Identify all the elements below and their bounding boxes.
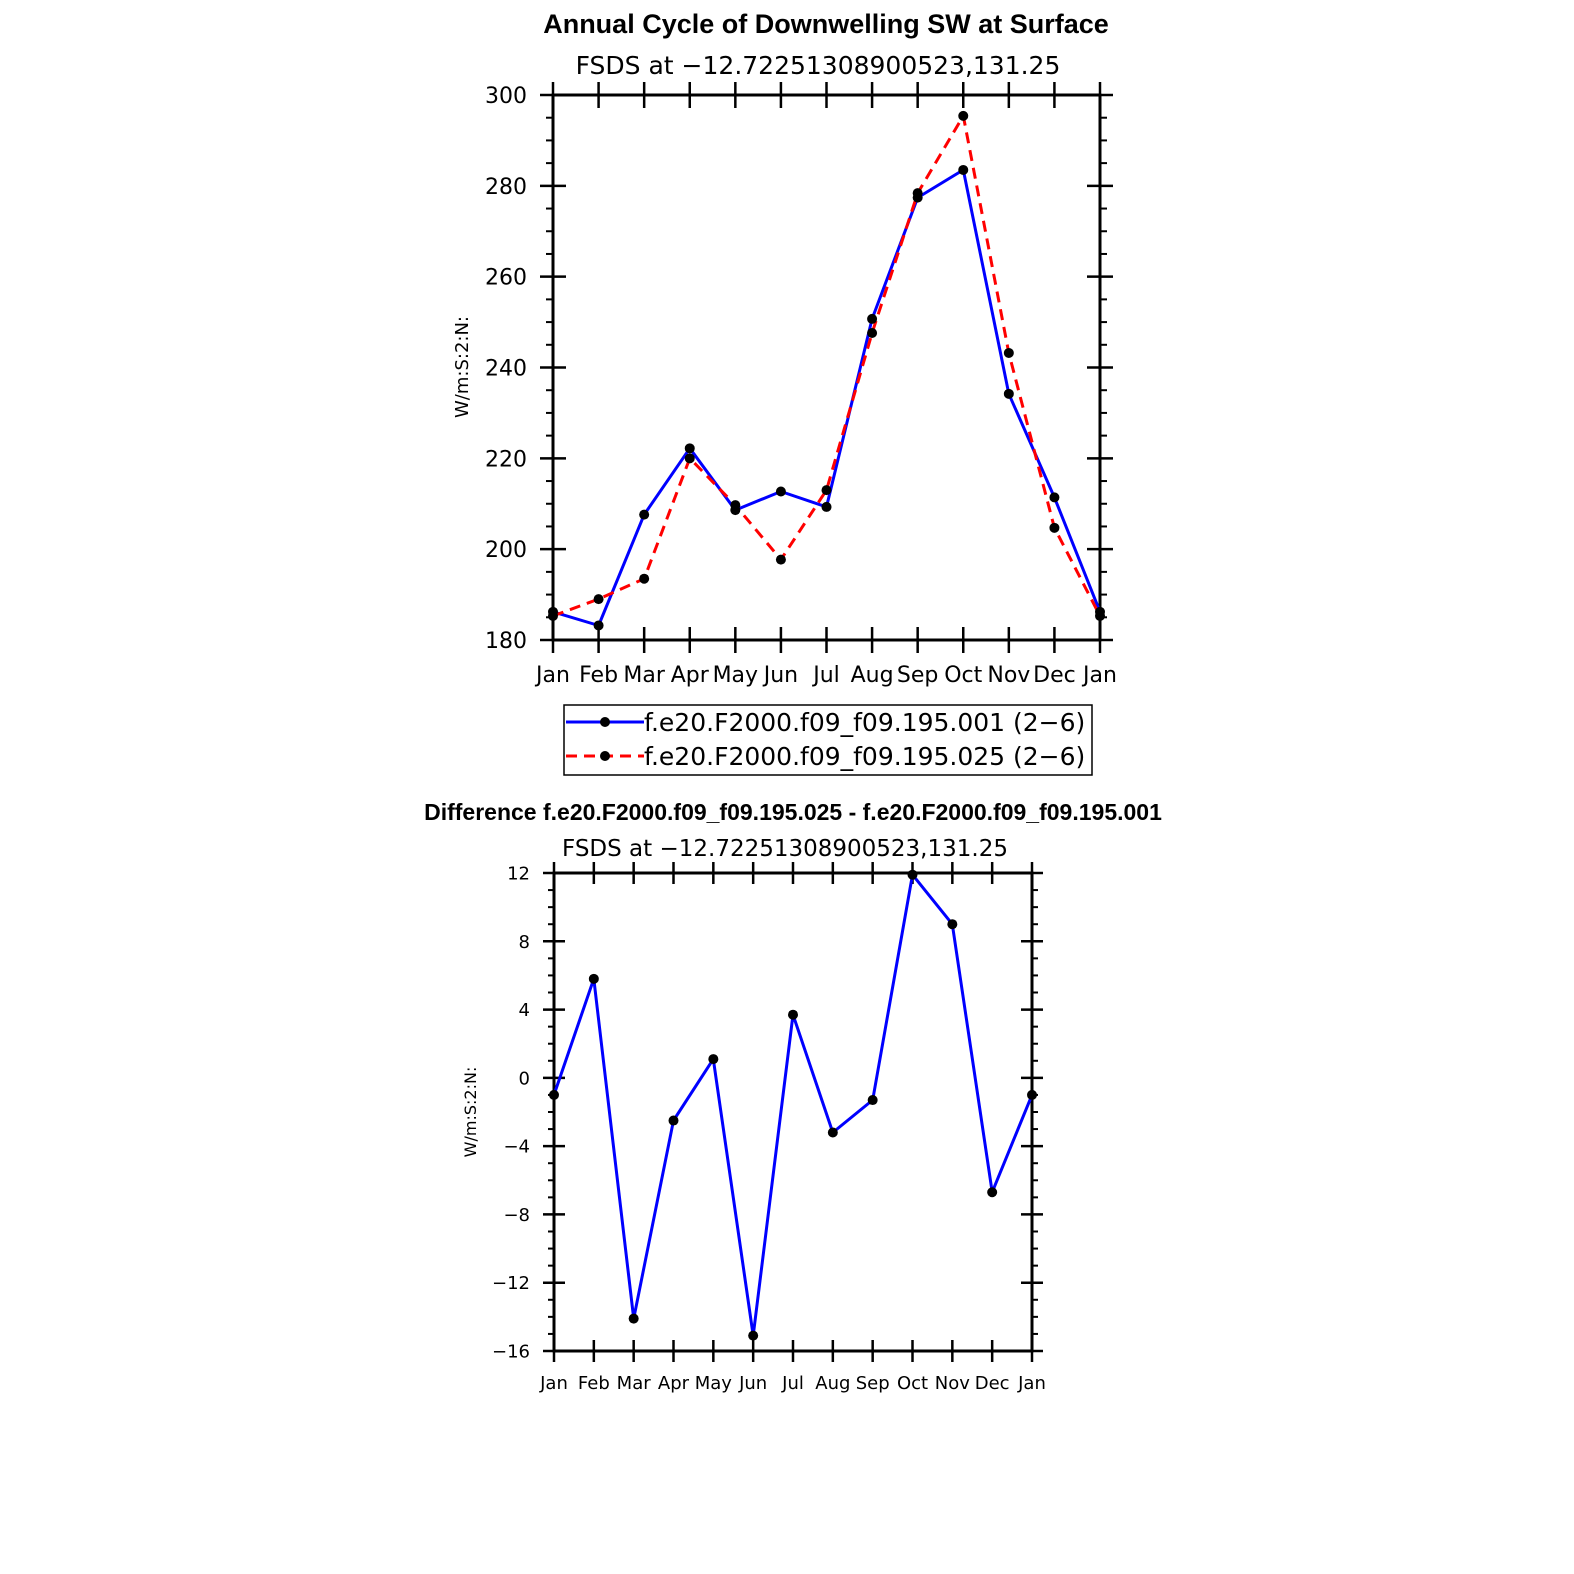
chart-title: Difference f.e20.F2000.f09_f09.195.025 -… <box>424 799 1162 825</box>
x-tick-label: Jan <box>1081 663 1117 688</box>
x-tick-label: Jul <box>781 1373 804 1394</box>
y-tick-label: 280 <box>485 175 527 200</box>
x-tick-label: Apr <box>671 663 710 688</box>
data-point-series-1 <box>628 1313 639 1324</box>
x-tick-label: Dec <box>1033 663 1076 688</box>
x-tick-label: Sep <box>897 663 938 688</box>
legend-box <box>563 704 1093 776</box>
data-point-series-1 <box>1003 388 1014 399</box>
data-point-series-2 <box>548 610 558 621</box>
data-point-series-1 <box>947 919 958 930</box>
data-point-series-2 <box>775 554 786 565</box>
x-tick-label: Jan <box>534 663 570 688</box>
x-tick-label: Jun <box>738 1373 767 1394</box>
data-point-series-1 <box>827 1127 838 1138</box>
legend-label-series-2: f.e20.F2000.f09_f09.195.025 (2−6) <box>644 742 1085 771</box>
plot-area: 180 200 220 240 260 280 300 Jan Feb Mar Apr May Jun J… <box>485 82 1117 688</box>
x-tick-label: Aug <box>815 1373 850 1394</box>
x-tick-label: Mar <box>617 1373 652 1394</box>
data-point-series-1 <box>588 973 599 984</box>
x-tick-label: Sep <box>856 1373 890 1394</box>
data-point-series-1 <box>668 1115 679 1126</box>
x-tick-label: Jan <box>1017 1373 1046 1394</box>
data-point-series-1 <box>1027 1089 1037 1100</box>
data-point-series-1 <box>958 164 969 175</box>
data-point-series-1 <box>708 1054 719 1065</box>
x-tick-label: Jun <box>762 663 798 688</box>
data-point-series-1 <box>907 869 918 880</box>
y-tick-label: −8 <box>503 1205 530 1226</box>
x-tick-label: May <box>713 663 758 688</box>
plot-area: −16 −12 −8 −4 0 4 8 12 Jan Feb Mar Apr May Jun Jul Aug S… <box>492 862 1046 1394</box>
chart-subtitle: FSDS at −12.72251308900523,131.25 <box>562 836 1008 862</box>
data-point-series-2 <box>684 453 695 464</box>
y-tick-label: −4 <box>503 1137 530 1158</box>
data-point-series-2 <box>821 485 832 496</box>
legend-marker-series-1 <box>600 717 610 727</box>
x-tick-label: Jan <box>539 1373 568 1394</box>
x-tick-label: Oct <box>897 1373 928 1394</box>
data-point-series-2 <box>593 594 604 605</box>
data-point-series-2 <box>1003 347 1014 358</box>
y-tick-label: 260 <box>485 266 527 291</box>
data-point-series-2 <box>730 500 741 511</box>
x-tick-label: May <box>695 1373 733 1394</box>
y-tick-label: 200 <box>485 538 527 563</box>
x-tick-label: Jul <box>811 663 840 688</box>
x-tick-label: Mar <box>623 663 665 688</box>
data-point-series-1 <box>775 486 786 497</box>
data-point-series-2 <box>1095 610 1105 621</box>
chart-subtitle: FSDS at −12.72251308900523,131.25 <box>576 51 1061 80</box>
data-point-series-1 <box>1049 492 1060 503</box>
x-tick-label: Apr <box>658 1373 690 1394</box>
y-tick-label: 0 <box>519 1068 530 1089</box>
x-tick-label: Aug <box>851 663 894 688</box>
data-point-series-1 <box>639 509 650 520</box>
difference-chart: Difference f.e20.F2000.f09_f09.195.025 -… <box>424 799 1162 1394</box>
y-tick-label: 180 <box>485 629 527 654</box>
x-tick-label: Nov <box>987 663 1030 688</box>
data-point-series-1 <box>549 1089 559 1100</box>
x-tick-label: Oct <box>944 663 982 688</box>
data-point-series-1 <box>867 313 878 324</box>
y-tick-label: 300 <box>485 84 527 109</box>
legend-label-series-1: f.e20.F2000.f09_f09.195.001 (2−6) <box>644 708 1085 737</box>
data-point-series-2 <box>639 573 650 584</box>
data-point-series-1 <box>821 501 832 512</box>
y-axis-label: W/m:S:2:N: <box>452 316 473 418</box>
y-tick-label: −16 <box>492 1341 530 1362</box>
y-tick-label: 8 <box>519 932 530 953</box>
data-point-series-1 <box>987 1187 998 1198</box>
data-point-series-1 <box>788 1009 798 1020</box>
y-tick-label: 240 <box>485 356 527 381</box>
x-tick-label: Dec <box>975 1373 1010 1394</box>
y-tick-label: 4 <box>519 1000 530 1021</box>
data-point-series-2 <box>867 327 878 338</box>
x-tick-label: Nov <box>935 1373 970 1394</box>
annual-cycle-chart: Annual Cycle of Downwelling SW at Surfac… <box>452 9 1117 776</box>
y-tick-label: −12 <box>492 1273 530 1294</box>
data-point-series-1 <box>593 620 604 631</box>
data-point-series-2 <box>958 110 969 121</box>
legend-marker-series-2 <box>600 751 610 761</box>
x-tick-label: Feb <box>578 1373 610 1394</box>
y-tick-label: 12 <box>507 863 530 884</box>
y-tick-label: 220 <box>485 447 527 472</box>
data-point-series-2 <box>912 188 923 199</box>
data-point-series-1 <box>684 443 695 454</box>
chart-title: Annual Cycle of Downwelling SW at Surfac… <box>543 9 1109 39</box>
data-point-series-2 <box>1049 522 1060 533</box>
x-tick-label: Feb <box>579 663 618 688</box>
legend: f.e20.F2000.f09_f09.195.001 (2−6) f.e20.… <box>563 704 1093 776</box>
data-point-series-1 <box>748 1330 759 1341</box>
y-axis-label: W/m:S:2:N: <box>461 1067 480 1158</box>
data-point-series-1 <box>867 1095 878 1106</box>
